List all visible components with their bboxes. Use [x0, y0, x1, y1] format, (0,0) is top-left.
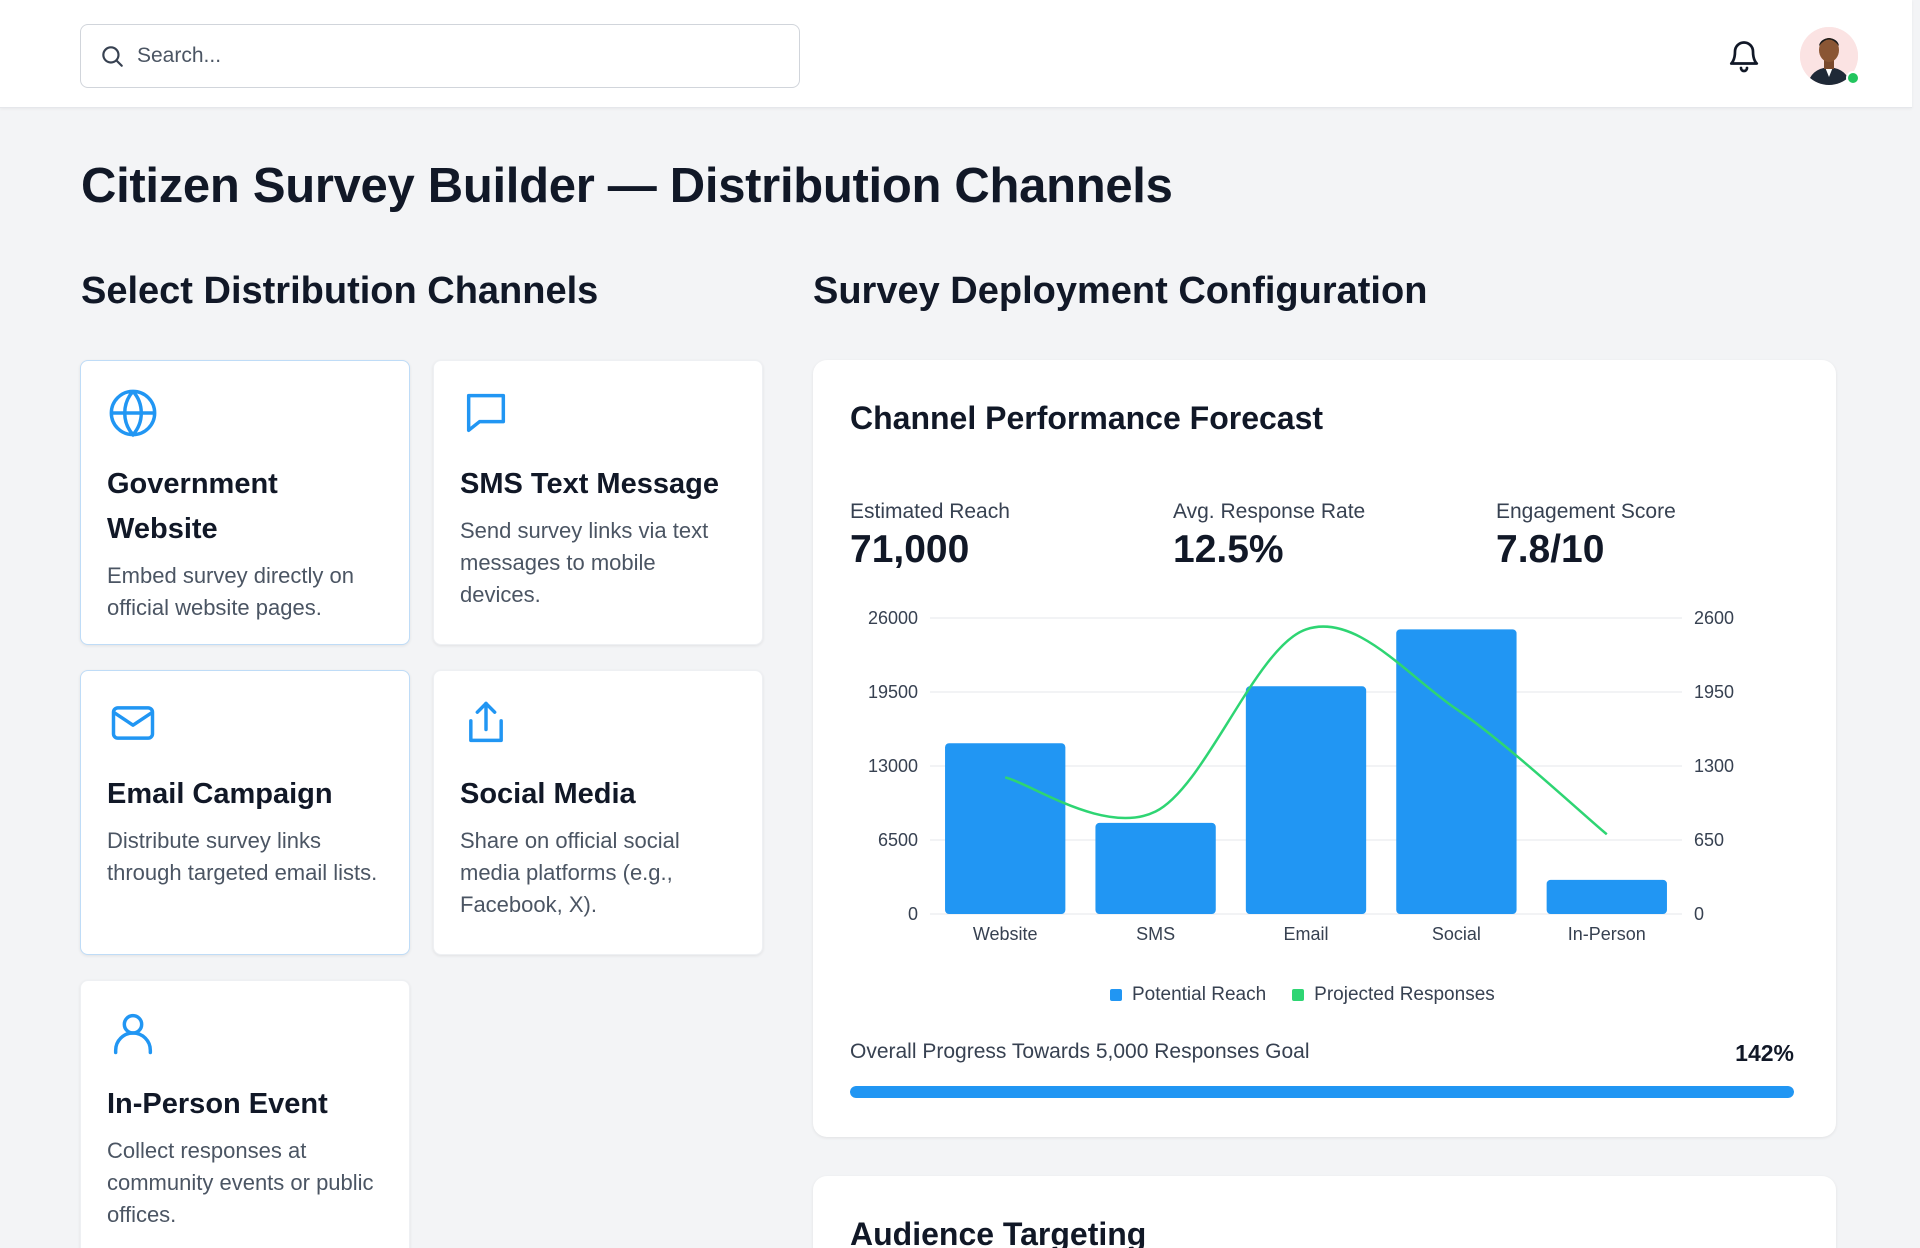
search-icon	[102, 46, 123, 67]
metric-label-reach: Estimated Reach	[850, 500, 1010, 523]
globe-icon	[109, 389, 157, 438]
channel-card-in-person[interactable]: In-Person Event Collect responses at com…	[80, 980, 410, 1248]
audience-title: Audience Targeting	[850, 1216, 1147, 1248]
audience-panel	[813, 1176, 1836, 1248]
progress-percent: 142%	[1735, 1040, 1794, 1066]
metric-value-response-rate: 12.5%	[1173, 528, 1284, 571]
chart-legend: Potential Reach Projected Responses	[1110, 984, 1521, 1006]
user-icon	[113, 1013, 153, 1055]
y-tick-left: 0	[908, 904, 918, 924]
channel-card-email[interactable]: Email Campaign Distribute survey links t…	[80, 670, 410, 955]
x-tick-label: In-Person	[1568, 924, 1646, 944]
channel-card-social[interactable]: Social Media Share on official social me…	[433, 670, 763, 955]
metric-value-engagement: 7.8/10	[1496, 528, 1605, 571]
responses-line	[1004, 625, 1608, 836]
x-tick-label: Email	[1283, 924, 1328, 944]
y-tick-right: 2600	[1694, 608, 1734, 628]
x-tick-label: Social	[1432, 924, 1481, 944]
progress-label: Overall Progress Towards 5,000 Responses…	[850, 1040, 1310, 1063]
progress-bar	[850, 1086, 1794, 1098]
legend-swatch-responses	[1292, 989, 1305, 1001]
channel-forecast-chart: 0 6500 13000 19500 26000 0 650 1300 1950 2600 Webs…	[868, 608, 1734, 944]
legend-swatch-reach	[1110, 989, 1122, 1001]
bell-icon[interactable]	[1726, 38, 1762, 74]
channel-title: Social Media	[460, 778, 636, 810]
channel-description: Share on official social media platforms…	[460, 828, 680, 917]
bar-website	[945, 743, 1066, 914]
bar-in-person	[1546, 879, 1667, 914]
legend-label-responses: Projected Responses	[1314, 984, 1495, 1005]
channel-title: Email Campaign	[107, 778, 333, 810]
y-tick-left: 19500	[868, 682, 918, 702]
avatar[interactable]	[1800, 27, 1860, 85]
x-tick-label: Website	[973, 924, 1038, 944]
channel-description: Collect responses at community events or…	[107, 1138, 374, 1227]
message-icon	[466, 393, 506, 433]
channels-section-title: Select Distribution Channels	[81, 270, 599, 312]
x-tick-label: SMS	[1136, 924, 1175, 944]
metric-value-reach: 71,000	[850, 528, 970, 571]
y-tick-right: 650	[1694, 830, 1724, 850]
y-tick-left: 6500	[878, 830, 918, 850]
bar-social	[1396, 629, 1517, 914]
legend-item-responses[interactable]: Projected Responses	[1292, 984, 1495, 1006]
metric-label-engagement: Engagement Score	[1496, 500, 1676, 523]
channel-description: Distribute survey links through targeted…	[107, 828, 378, 885]
bar-email	[1245, 686, 1367, 914]
search-input[interactable]	[137, 44, 777, 68]
config-section-title: Survey Deployment Configuration	[813, 270, 1428, 312]
page-title: Citizen Survey Builder — Distribution Ch…	[81, 159, 1173, 213]
channel-title: SMS Text Message	[460, 468, 719, 500]
search-box[interactable]	[80, 24, 800, 88]
share-icon	[469, 701, 503, 743]
y-tick-left: 26000	[868, 608, 918, 628]
progress-fill	[850, 1086, 1794, 1098]
channel-description: Embed survey directly on official websit…	[107, 563, 354, 620]
channel-title: Government Website	[107, 468, 278, 545]
y-tick-right: 1950	[1694, 682, 1734, 702]
y-tick-right: 0	[1694, 904, 1704, 924]
mail-icon	[111, 706, 155, 740]
y-tick-right: 1300	[1694, 756, 1734, 776]
bar-sms	[1095, 822, 1216, 914]
channel-description: Send survey links via text messages to m…	[460, 518, 709, 607]
channel-title: In-Person Event	[107, 1088, 328, 1120]
y-tick-left: 13000	[868, 756, 918, 776]
legend-item-reach[interactable]: Potential Reach	[1110, 984, 1266, 1006]
forecast-title: Channel Performance Forecast	[850, 400, 1324, 436]
top-bar	[0, 0, 1912, 108]
online-status-dot	[1846, 71, 1860, 85]
channel-card-website[interactable]: Government Website Embed survey directly…	[80, 360, 410, 645]
legend-label-reach: Potential Reach	[1132, 984, 1267, 1005]
channel-card-sms[interactable]: SMS Text Message Send survey links via t…	[433, 360, 763, 645]
metric-label-response-rate: Avg. Response Rate	[1173, 500, 1366, 523]
